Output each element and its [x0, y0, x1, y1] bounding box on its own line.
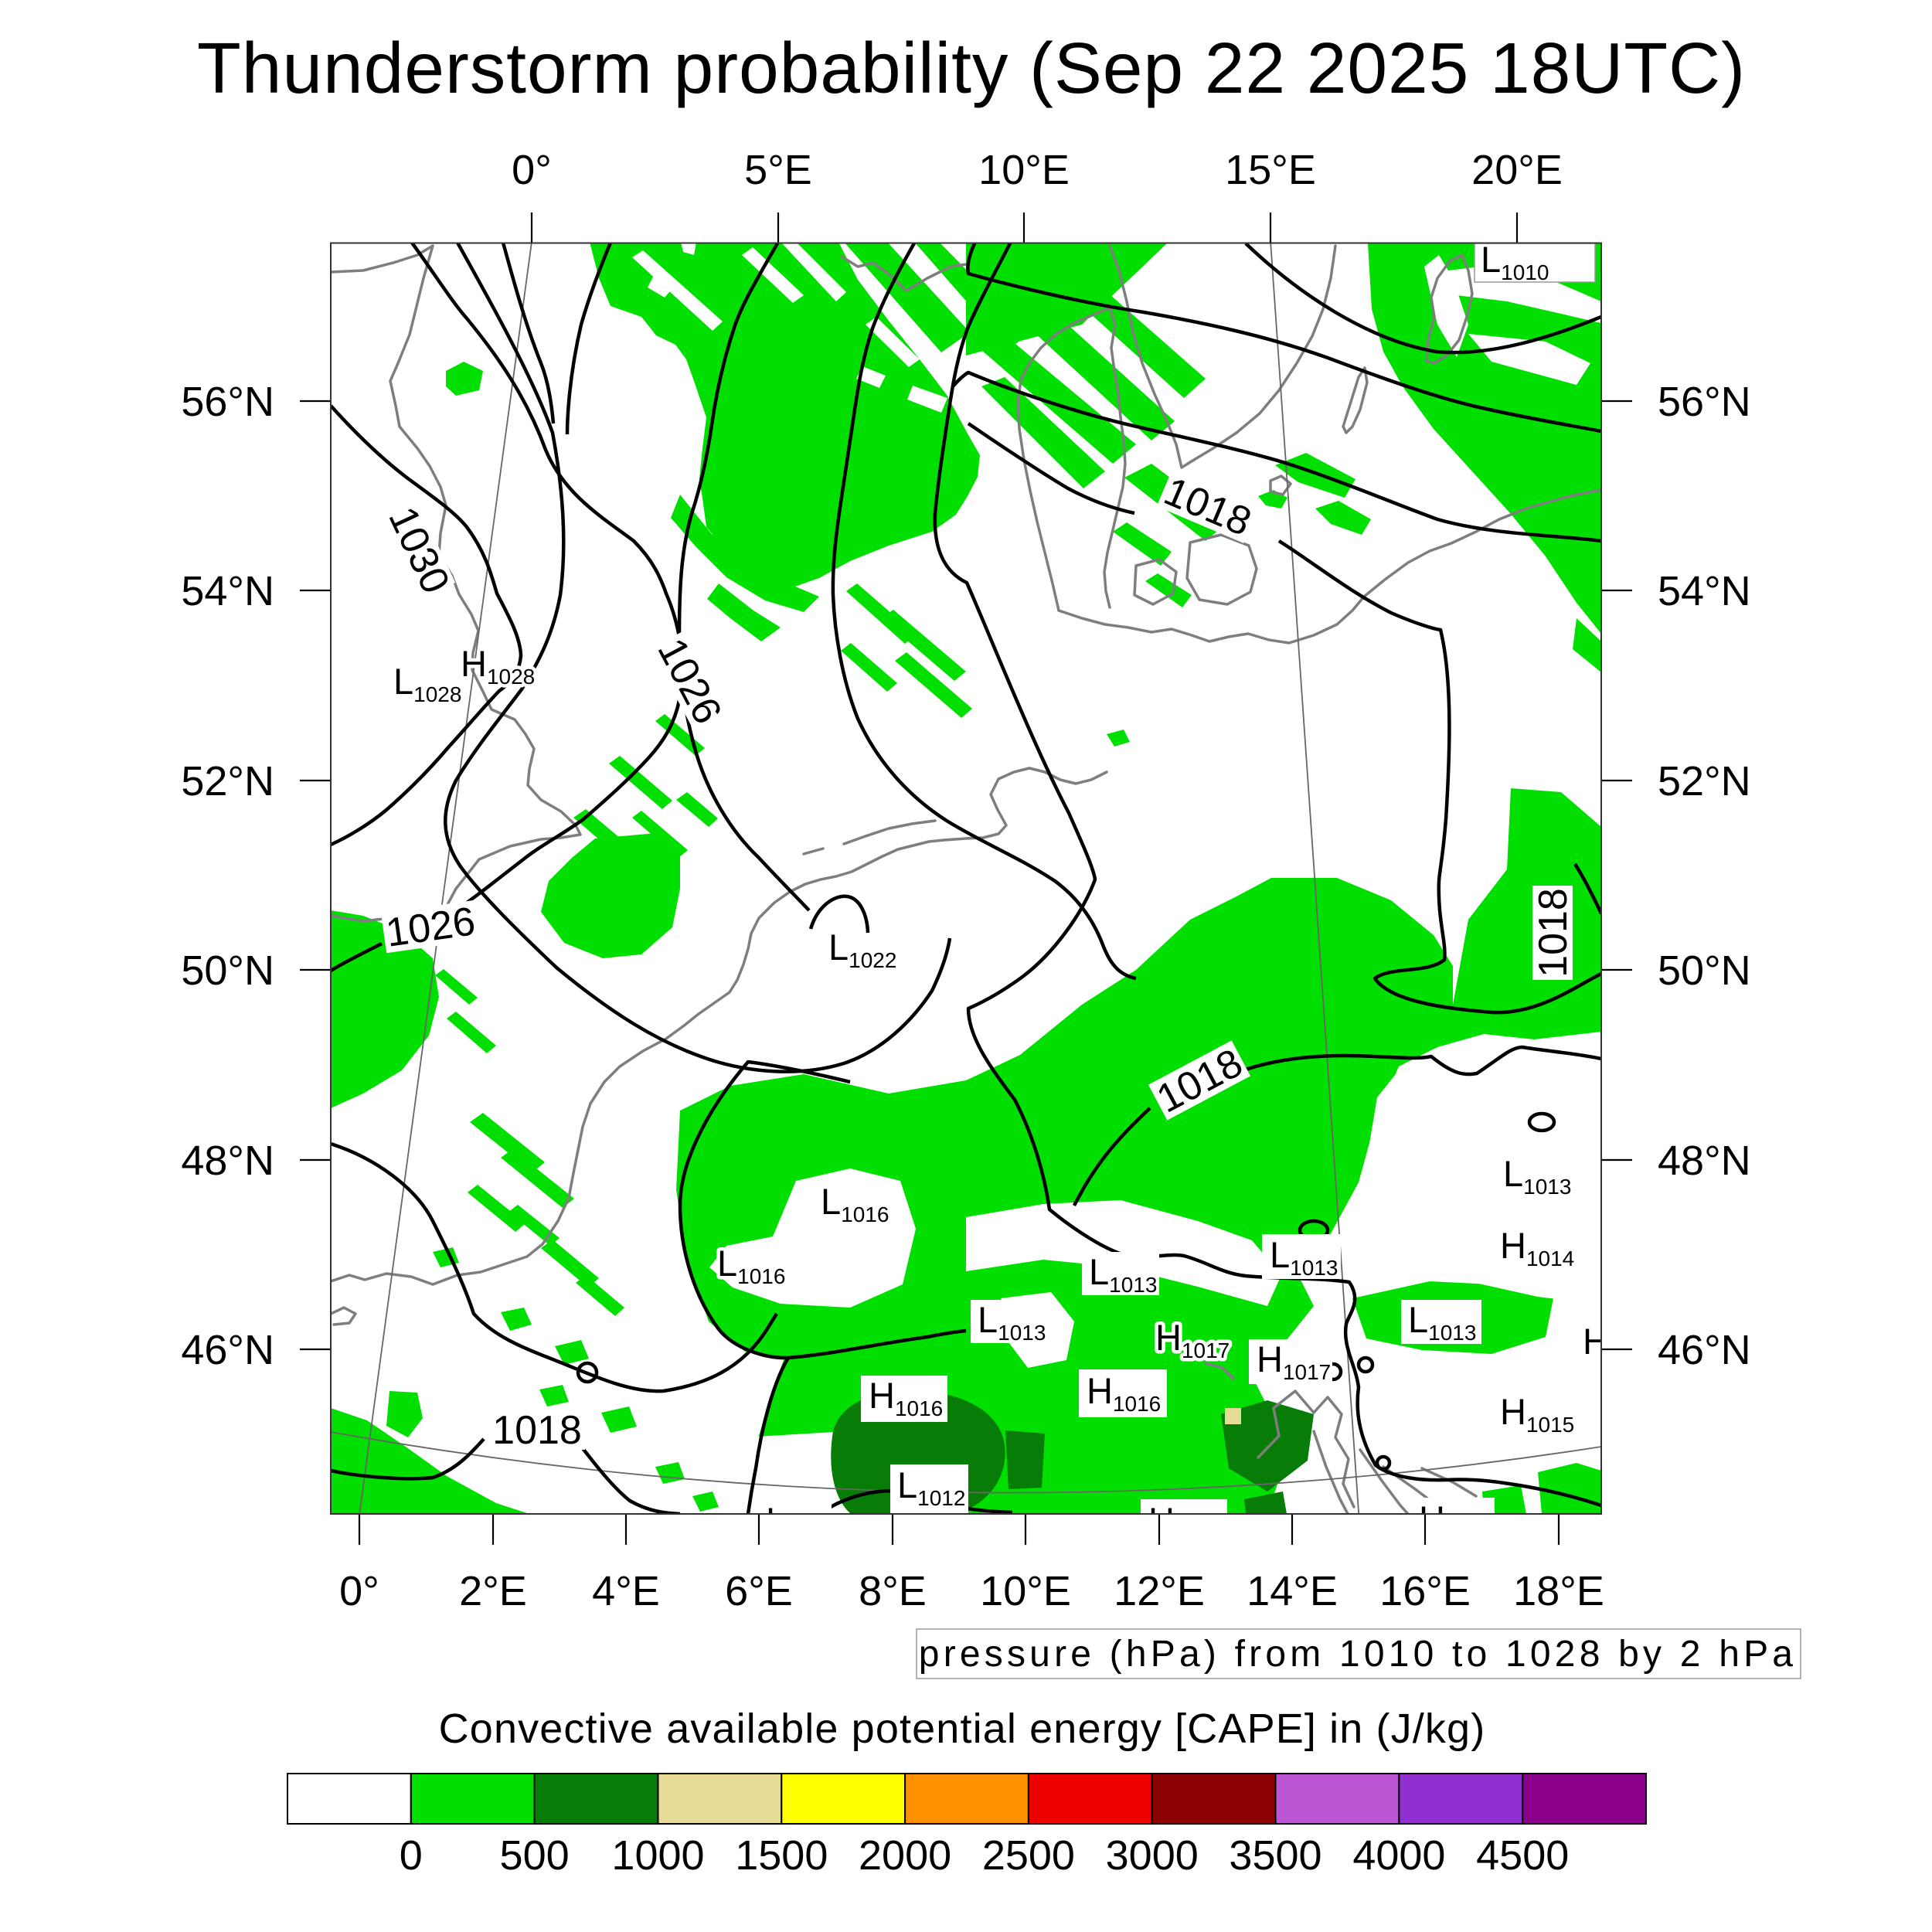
- svg-text:0°: 0°: [339, 1568, 379, 1614]
- svg-text:18°E: 18°E: [1513, 1568, 1604, 1614]
- svg-text:4°E: 4°E: [592, 1568, 660, 1614]
- svg-text:3500: 3500: [1229, 1832, 1321, 1879]
- svg-text:52°N: 52°N: [1658, 758, 1751, 804]
- svg-text:0: 0: [400, 1832, 423, 1879]
- svg-text:46°N: 46°N: [181, 1327, 274, 1373]
- svg-text:L1013: L1013: [1503, 1153, 1571, 1199]
- svg-text:L1022: L1022: [828, 927, 896, 972]
- svg-text:H1015: H1015: [1500, 1391, 1574, 1437]
- svg-text:L1012: L1012: [897, 1464, 965, 1510]
- svg-text:H1028: H1028: [461, 643, 535, 689]
- svg-text:15°E: 15°E: [1225, 147, 1316, 193]
- svg-text:10°E: 10°E: [980, 1568, 1071, 1614]
- svg-text:4000: 4000: [1352, 1832, 1445, 1879]
- svg-text:500: 500: [500, 1832, 570, 1879]
- svg-text:1000: 1000: [611, 1832, 704, 1879]
- svg-text:1026: 1026: [648, 631, 730, 731]
- svg-text:5°E: 5°E: [744, 147, 812, 193]
- svg-text:12°E: 12°E: [1114, 1568, 1205, 1614]
- svg-text:pressure (hPa) from 1010 to 10: pressure (hPa) from 1010 to 1028 by 2 hP…: [919, 1634, 1797, 1675]
- svg-text:50°N: 50°N: [1658, 947, 1751, 994]
- svg-text:48°N: 48°N: [181, 1138, 274, 1184]
- svg-text:6°E: 6°E: [725, 1568, 793, 1614]
- svg-text:4500: 4500: [1476, 1832, 1569, 1879]
- svg-text:H1015: H1015: [1583, 1321, 1657, 1366]
- svg-text:1500: 1500: [735, 1832, 828, 1879]
- svg-text:3000: 3000: [1106, 1832, 1199, 1879]
- svg-text:52°N: 52°N: [181, 758, 274, 804]
- svg-text:14°E: 14°E: [1247, 1568, 1338, 1614]
- svg-text:Thunderstorm probability (Sep: Thunderstorm probability (Sep 22 2025 18…: [197, 28, 1746, 108]
- svg-text:0°: 0°: [512, 147, 552, 193]
- svg-text:48°N: 48°N: [1658, 1138, 1751, 1184]
- svg-text:2500: 2500: [982, 1832, 1075, 1879]
- svg-text:Convective available potential: Convective available potential energy [C…: [439, 1706, 1486, 1752]
- svg-text:54°N: 54°N: [1658, 568, 1751, 614]
- svg-text:56°N: 56°N: [181, 379, 274, 425]
- svg-text:10°E: 10°E: [978, 147, 1070, 193]
- svg-text:16°E: 16°E: [1379, 1568, 1471, 1614]
- svg-text:46°N: 46°N: [1658, 1327, 1751, 1373]
- svg-text:2000: 2000: [859, 1832, 951, 1879]
- svg-text:54°N: 54°N: [181, 568, 274, 614]
- svg-text:1018: 1018: [492, 1408, 582, 1453]
- svg-text:2°E: 2°E: [459, 1568, 527, 1614]
- svg-text:50°N: 50°N: [181, 947, 274, 994]
- svg-text:L1028: L1028: [393, 661, 461, 706]
- svg-text:1018: 1018: [1531, 888, 1576, 978]
- svg-text:56°N: 56°N: [1658, 379, 1751, 425]
- svg-text:20°E: 20°E: [1471, 147, 1563, 193]
- svg-text:1026: 1026: [383, 899, 478, 956]
- svg-text:8°E: 8°E: [859, 1568, 927, 1614]
- svg-text:1030: 1030: [379, 500, 457, 600]
